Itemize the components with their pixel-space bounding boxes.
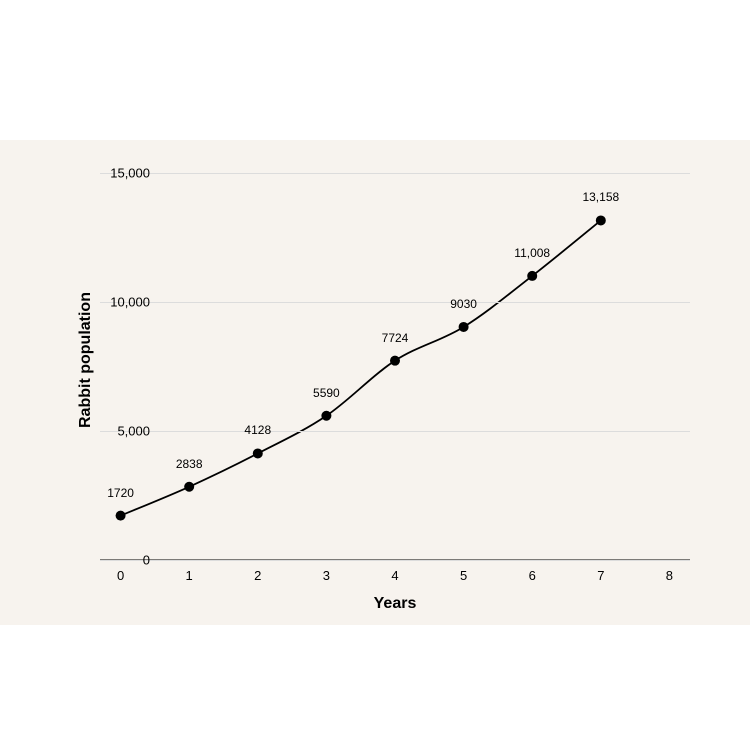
x-tick-label: 3	[323, 568, 330, 583]
y-tick-label: 0	[100, 553, 150, 568]
data-point	[184, 482, 194, 492]
x-tick-label: 1	[186, 568, 193, 583]
x-tick-label: 4	[391, 568, 398, 583]
x-tick-label: 6	[529, 568, 536, 583]
data-point-label: 9030	[450, 297, 477, 311]
data-point	[527, 271, 537, 281]
y-tick-label: 5,000	[100, 423, 150, 438]
data-point-label: 4128	[244, 423, 271, 437]
data-point-label: 2838	[176, 457, 203, 471]
data-point	[596, 215, 606, 225]
data-point	[459, 322, 469, 332]
x-axis-label: Years	[100, 595, 690, 613]
data-point-label: 5590	[313, 386, 340, 400]
page: Rabbit population Years 1720283841285590…	[0, 0, 750, 750]
data-point	[116, 511, 126, 521]
plot-area: 1720 2838 4128 5590 7724 9030 11,008 13,158	[100, 160, 690, 560]
data-point	[321, 411, 331, 421]
x-tick-label: 0	[117, 568, 124, 583]
series-line	[121, 220, 601, 515]
chart-svg	[100, 160, 690, 560]
gridline	[100, 431, 690, 432]
y-tick-label: 15,000	[100, 165, 150, 180]
y-axis-label: Rabbit population	[77, 292, 95, 428]
y-tick-label: 10,000	[100, 294, 150, 309]
x-tick-label: 2	[254, 568, 261, 583]
data-point-label: 7724	[382, 331, 409, 345]
gridline	[100, 560, 690, 561]
data-point-label: 13,158	[582, 190, 619, 204]
data-point	[390, 356, 400, 366]
data-point-label: 11,008	[514, 246, 550, 260]
data-point	[253, 448, 263, 458]
x-tick-label: 8	[666, 568, 673, 583]
x-tick-label: 5	[460, 568, 467, 583]
data-point-label: 1720	[107, 486, 134, 500]
chart-panel: Rabbit population Years 1720283841285590…	[0, 140, 750, 625]
x-tick-label: 7	[597, 568, 604, 583]
gridline	[100, 302, 690, 303]
gridline	[100, 173, 690, 174]
